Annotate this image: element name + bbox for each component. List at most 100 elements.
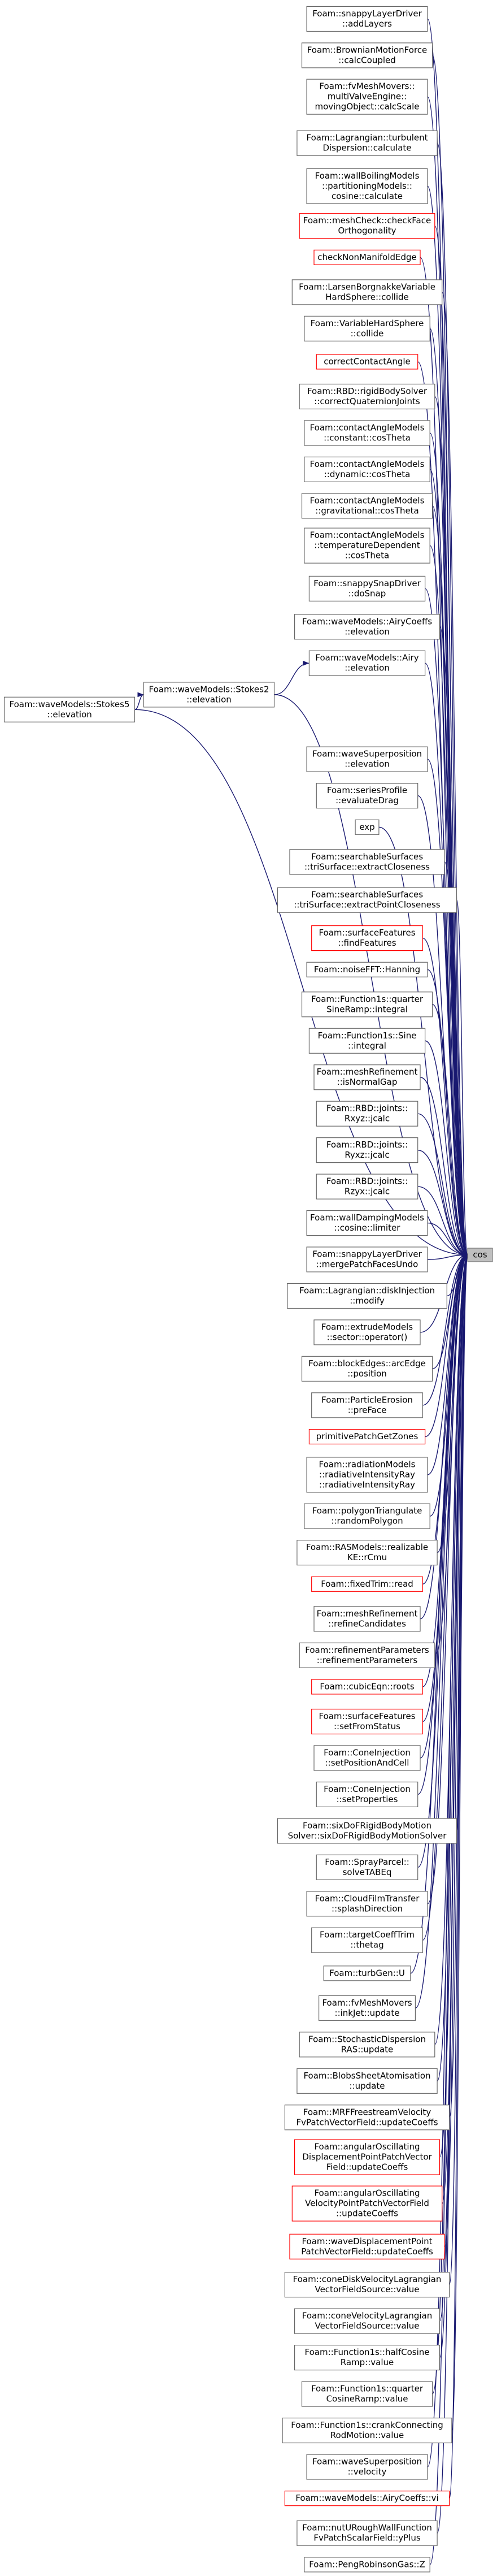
caller-node: Foam::CloudFilmTransfer::splashDirection — [306, 1891, 428, 1917]
node-label: Foam::Function1s::crankConnecting — [291, 2420, 443, 2430]
call-edge — [425, 1040, 468, 1258]
node-label: ::refinementParameters — [317, 1655, 418, 1665]
caller-node: Foam::Function1s::quarterCosineRamp::val… — [301, 2381, 433, 2407]
node-box — [294, 614, 440, 640]
caller-node: Foam::VariableHardSphere::collide — [304, 315, 430, 341]
call-edge — [417, 1113, 468, 1258]
node-box — [306, 1246, 428, 1272]
node-box — [323, 1965, 411, 1981]
caller-node: Foam::waveSuperposition::velocity — [306, 2454, 428, 2480]
node-label: ::setProperties — [337, 1794, 398, 1804]
node-label: ::mergePatchFacesUndo — [316, 1259, 418, 1270]
caller-node: Foam::searchableSurfaces::triSurface::ex… — [289, 849, 445, 875]
caller-node: Foam::BrownianMotionForce::calcCoupled — [301, 42, 433, 68]
node-label: KE::rCmu — [347, 1552, 387, 1562]
node-label: DisplacementPointPatchVector — [302, 2152, 432, 2162]
node-box — [311, 1679, 423, 1695]
call-edge — [420, 1077, 468, 1258]
node-label: Foam::targetCoeffTrim — [320, 1930, 415, 1940]
call-edge — [427, 1252, 468, 1475]
node-label: ::inkJet::update — [335, 2008, 400, 2018]
node-box — [284, 2272, 450, 2298]
caller-node: Foam::angularOscillatingVelocityPointPat… — [291, 2185, 443, 2222]
caller-node: Foam::targetCoeffTrim::thetag — [311, 1927, 423, 1953]
node-label: Foam::waveModels::Stokes5 — [9, 699, 129, 709]
node-label: ::elevation — [345, 626, 390, 637]
node-label: VelocityPointPatchVectorField — [305, 2198, 429, 2209]
node-box — [313, 1745, 421, 1771]
node-label: ::findFeatures — [338, 938, 396, 948]
call-edge — [422, 937, 468, 1258]
caller-node: Foam::RBD::rigidBodySolver::correctQuate… — [299, 383, 435, 410]
node-label: ::calcCoupled — [338, 55, 396, 65]
caller-node: Foam::extrudeModels::sector::operator() — [313, 1319, 421, 1345]
call-edge — [427, 1253, 468, 2467]
node-label: Foam::surfaceFeatures — [319, 1711, 415, 1721]
node-label: Foam::contactAngleModels — [310, 530, 425, 540]
node-box — [301, 2381, 433, 2407]
node-label: Foam::MRFFreestreamVelocity — [303, 2107, 431, 2117]
node-label: Foam::RBD::joints:: — [326, 1103, 408, 1114]
node-label: VectorFieldSource::value — [315, 2321, 419, 2331]
node-box — [316, 1174, 418, 1200]
node-label: ::updateCoeffs — [336, 2209, 398, 2219]
node-label: Field::updateCoeffs — [326, 2162, 408, 2172]
node-box — [306, 1457, 428, 1493]
node-label: ::preFace — [348, 1405, 387, 1415]
node-label: exp — [359, 822, 374, 832]
node-box — [297, 1540, 438, 1566]
node-box — [143, 682, 275, 708]
caller-node: Foam::Function1s::Sine::integral — [308, 1028, 426, 1054]
node-box — [287, 1283, 447, 1309]
node-box — [316, 1101, 418, 1127]
caller-node: Foam::LarsenBorgnakkeVariableHardSphere:… — [291, 279, 443, 305]
node-box — [294, 2308, 440, 2334]
caller-node: correctContactAngle — [316, 354, 418, 370]
node-label: ::position — [347, 1369, 387, 1379]
node-box — [304, 2557, 430, 2573]
node-label: Foam::PengRobinsonGas::Z — [309, 2559, 425, 2569]
node-label: ::evaluateDrag — [335, 795, 399, 806]
node-label: Foam::Lagrangian::turbulent — [307, 133, 428, 143]
node-box — [277, 887, 457, 913]
node-box — [306, 1210, 428, 1236]
node-label: Orthogonality — [338, 226, 396, 236]
call-edge — [444, 861, 468, 1258]
node-label: RodMotion::value — [330, 2430, 404, 2440]
node-label: Foam::LarsenBorgnakkeVariable — [299, 282, 435, 292]
caller-node: Foam::refinementParameters::refinementPa… — [299, 1642, 435, 1668]
node-label: Foam::contactAngleModels — [310, 459, 425, 469]
node-box — [316, 1137, 418, 1163]
node-box — [313, 1064, 421, 1090]
node-label: ::collide — [351, 328, 384, 339]
node-label: Foam::polygonTriangulate — [312, 1506, 422, 1516]
node-label: ::setPositionAndCell — [325, 1757, 409, 1768]
call-edge — [456, 899, 468, 1257]
node-box — [301, 1356, 433, 1382]
caller-node: Foam::angularOscillatingDisplacementPoin… — [294, 2139, 440, 2175]
caller-node: Foam::snappySnapDriver::doSnap — [308, 575, 426, 601]
caller-node: Foam::waveModels::Airy::elevation — [308, 650, 426, 676]
node-label: ::dynamic::cosTheta — [324, 469, 411, 479]
node-box — [355, 819, 380, 835]
node-box — [306, 746, 428, 772]
node-label: ::update — [350, 2081, 385, 2091]
node-box — [291, 279, 443, 305]
node-box — [311, 925, 423, 951]
node-label: Foam::meshRefinement — [317, 1608, 418, 1618]
caller-node: Foam::contactAngleModels::gravitational:… — [301, 493, 433, 519]
node-label: Foam::cubicEqn::roots — [320, 1681, 415, 1691]
call-edge — [427, 1252, 468, 1904]
call-edge — [274, 660, 309, 695]
node-box — [306, 1891, 428, 1917]
caller-node: Foam::radiationModels::radiativeIntensit… — [306, 1457, 428, 1493]
node-label: Ramp::value — [341, 2357, 394, 2367]
node-label: RAS::update — [341, 2044, 394, 2054]
caller-node: Foam::Function1s::quarterSineRamp::integ… — [301, 992, 433, 1018]
node-label: Foam::turbGen::U — [329, 1968, 405, 1978]
caller-node: Foam::ParticleErosion::preFace — [311, 1392, 423, 1418]
node-label: correctContactAngle — [324, 356, 411, 366]
node-label: ::modify — [350, 1296, 385, 1306]
